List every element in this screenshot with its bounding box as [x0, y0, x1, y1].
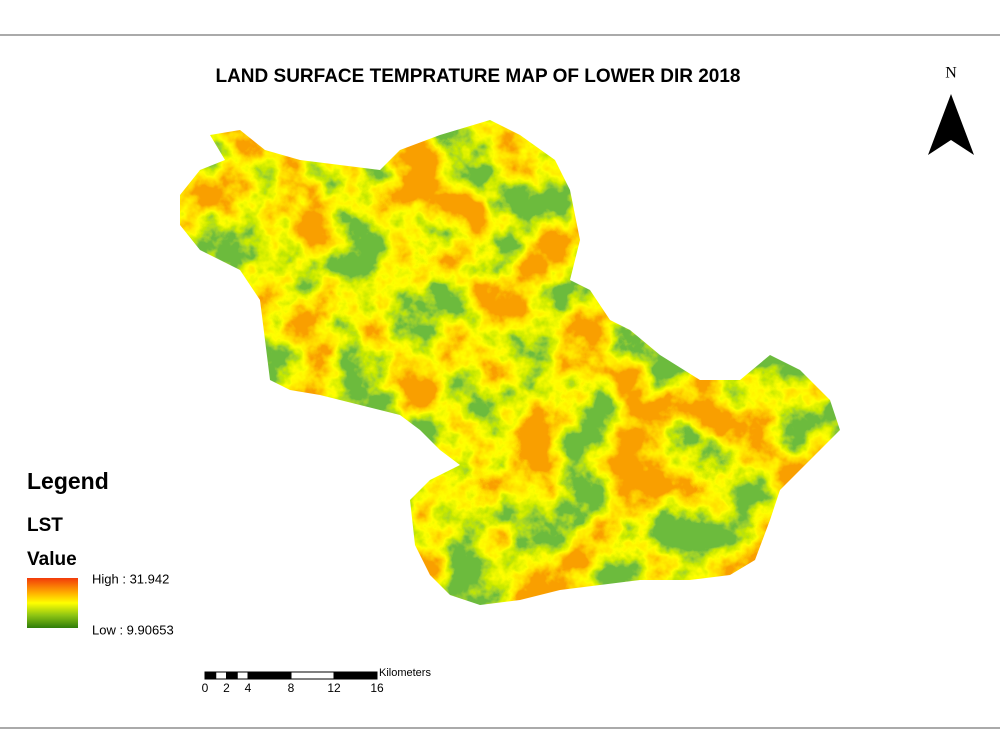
- scale-segment: [290, 671, 335, 680]
- scale-tick-label: 12: [327, 681, 341, 695]
- legend-field: Value: [27, 549, 77, 570]
- scale-tick-label: 8: [288, 681, 295, 695]
- scale-segment: [333, 671, 378, 680]
- scale-tick-label: 2: [223, 681, 230, 695]
- scale-unit: Kilometers: [379, 667, 431, 679]
- legend-low: Low : 9.90653: [92, 622, 174, 637]
- legend-title: Legend: [27, 468, 109, 494]
- scale-segment: [226, 671, 238, 680]
- legend-ramp: [27, 578, 78, 628]
- scale-tick-label: 16: [370, 681, 384, 695]
- lst-raster: [180, 120, 840, 605]
- map-title: LAND SURFACE TEMPRATURE MAP OF LOWER DIR…: [215, 66, 740, 87]
- legend-high: High : 31.942: [92, 571, 169, 586]
- scale-bar: 0 2 4 8 12 16 Kilometers: [202, 667, 432, 695]
- scale-segment: [204, 671, 217, 680]
- scale-tick-label: 4: [245, 681, 252, 695]
- north-label: N: [945, 65, 957, 82]
- scale-segment: [247, 671, 292, 680]
- legend-layer: LST: [27, 515, 63, 536]
- scale-tick-label: 0: [202, 681, 209, 695]
- scale-segment: [215, 671, 227, 680]
- north-arrow: [928, 94, 974, 155]
- scale-segment: [236, 671, 249, 680]
